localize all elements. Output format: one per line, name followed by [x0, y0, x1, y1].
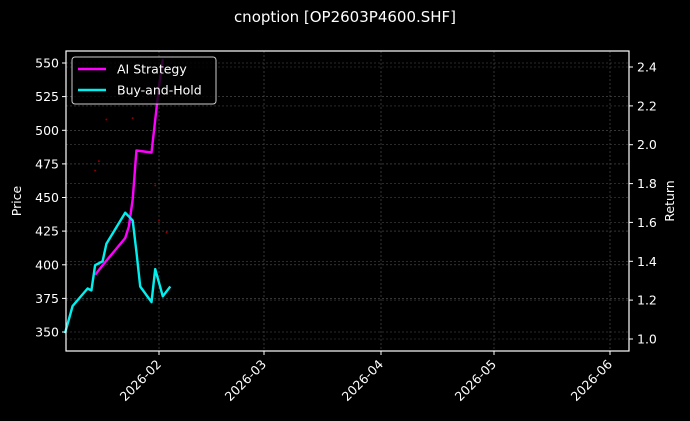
y2-tick-label: 1.4	[637, 254, 657, 269]
legend-label: Buy-and-Hold	[117, 83, 202, 98]
series-line-buy-and-hold	[63, 211, 172, 334]
y2-tick-label: 2.0	[637, 137, 657, 152]
x-tick-label: 2026-06	[568, 356, 616, 404]
y-axis-label: Price	[9, 185, 24, 216]
price-scatter-points	[94, 117, 168, 234]
y2-tick-label: 2.2	[637, 98, 657, 113]
y-tick-label: 475	[35, 156, 59, 171]
x-tick-label: 2026-03	[222, 357, 270, 405]
y-tick-label: 525	[35, 89, 59, 104]
y-tick-label: 375	[35, 291, 59, 306]
y-tick-label: 550	[35, 56, 59, 71]
y-axis-price: 350 375 400 425 450 475 500 525 550 Price	[9, 56, 66, 340]
y2-tick-label: 1.0	[637, 332, 657, 347]
y2-tick-label: 1.8	[637, 176, 657, 191]
y2-tick-label: 1.6	[637, 215, 657, 230]
series-lines	[63, 59, 172, 334]
y-tick-label: 350	[35, 325, 59, 340]
y-tick-label: 450	[35, 190, 59, 205]
x-tick-label: 2026-05	[452, 357, 500, 405]
series-line-ai-strategy	[94, 59, 164, 276]
chart-title: cnoption [OP2603P4600.SHF]	[233, 8, 457, 26]
y-tick-label: 500	[35, 123, 59, 138]
y2-axis-label: Return	[662, 180, 677, 221]
x-tick-label: 2026-02	[117, 357, 165, 405]
y2-tick-label: 2.4	[637, 60, 657, 75]
x-axis-dates: 2026-02 2026-03 2026-04 2026-05 2026-06	[117, 351, 616, 405]
y2-tick-label: 1.2	[637, 293, 657, 308]
chart-legend: AI Strategy Buy-and-Hold	[71, 56, 217, 105]
y-tick-label: 425	[35, 224, 59, 239]
legend-label: AI Strategy	[117, 62, 187, 77]
plot-frame	[65, 50, 630, 352]
x-tick-label: 2026-04	[339, 356, 387, 404]
y-tick-label: 400	[35, 257, 59, 272]
y-axis-return: 1.0 1.2 1.4 1.6 1.8 2.0 2.2 2.4 Return	[629, 60, 677, 347]
